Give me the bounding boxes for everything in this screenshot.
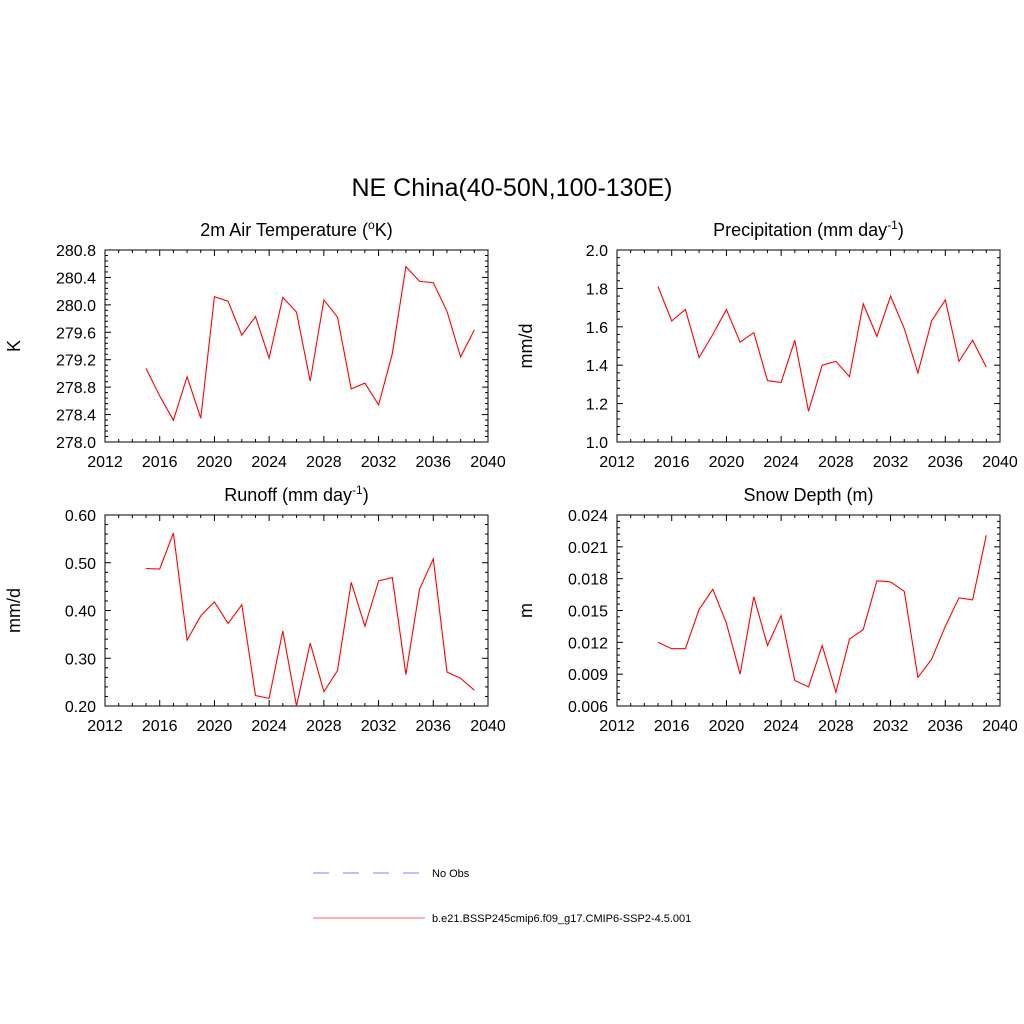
y-tick-label: 1.4	[586, 358, 608, 375]
plot-frame	[616, 249, 1001, 443]
x-tick-label: 2024	[251, 454, 287, 471]
plot-frame	[104, 249, 489, 443]
legend-label-no-obs: No Obs	[432, 868, 470, 880]
x-tick-label: 2032	[873, 718, 909, 735]
x-tick-label: 2020	[709, 454, 745, 471]
panel-title: Snow Depth (m)	[743, 485, 873, 505]
x-tick-label: 2012	[87, 454, 123, 471]
y-axis-label: K	[4, 340, 24, 352]
y-tick-label: 0.60	[65, 508, 96, 525]
x-tick-label: 2028	[818, 454, 854, 471]
y-tick-label: 0.50	[65, 556, 96, 573]
x-tick-label: 2012	[599, 718, 635, 735]
figure-title: NE China(40-50N,100-130E)	[351, 174, 672, 202]
panel-title: Precipitation (mm day-1)	[713, 218, 904, 240]
x-tick-label: 2032	[873, 454, 909, 471]
x-tick-label: 2024	[763, 718, 799, 735]
x-tick-label: 2020	[197, 454, 233, 471]
x-tick-label: 2016	[654, 454, 690, 471]
x-tick-label: 2040	[982, 718, 1018, 735]
plot-frame	[616, 514, 1001, 707]
y-tick-label: 0.012	[568, 635, 608, 652]
x-tick-label: 2032	[361, 718, 397, 735]
y-tick-label: 280.0	[56, 298, 96, 315]
legend-label-model: b.e21.BSSP245cmip6.f09_g17.CMIP6-SSP2-4.…	[432, 913, 691, 925]
panel-precip: 2012 2016 2020 2024 2028 2032 2036 2040 1.0 1.2 1.…	[516, 218, 1018, 471]
x-tick-label: 2012	[599, 454, 635, 471]
plot-frame	[104, 514, 489, 707]
series-line-temp	[145, 265, 475, 422]
y-tick-label: 280.4	[56, 270, 96, 287]
y-tick-label: 0.20	[65, 699, 96, 716]
panel-snow: 2012 2016 2020 2024 2028 2032 2036 2040 0.006 0.0…	[516, 485, 1018, 735]
x-tick-label: 2012	[87, 718, 123, 735]
y-tick-label: 0.021	[568, 540, 608, 557]
x-tick-label: 2024	[763, 454, 799, 471]
x-tick-label: 2028	[818, 718, 854, 735]
series-line-runoff	[145, 532, 475, 707]
x-tick-label: 2036	[415, 454, 451, 471]
series-line-precip	[657, 286, 987, 412]
x-tick-label: 2028	[306, 718, 342, 735]
x-tick-label: 2040	[470, 718, 506, 735]
x-tick-label: 2020	[709, 718, 745, 735]
chart-panels: 2012 2016 2020 2024 2028 2032 2036 2040 278.0 278…	[4, 218, 1018, 735]
y-tick-label: 279.6	[56, 325, 96, 342]
panel-runoff: 2012 2016 2020 2024 2028 2032 2036 2040 0.20 0.30…	[4, 483, 506, 735]
x-tick-label: 2040	[470, 454, 506, 471]
x-tick-label: 2036	[927, 454, 963, 471]
legend: No Obs b.e21.BSSP245cmip6.f09_g17.CMIP6-…	[313, 868, 691, 925]
y-tick-label: 0.40	[65, 604, 96, 621]
x-tick-label: 2016	[654, 718, 690, 735]
y-tick-label: 0.006	[568, 699, 608, 716]
y-tick-label: 0.018	[568, 572, 608, 589]
y-tick-label: 279.2	[56, 353, 96, 370]
panel-temp: 2012 2016 2020 2024 2028 2032 2036 2040 278.0 278…	[4, 218, 506, 471]
y-tick-label: 278.4	[56, 408, 96, 425]
x-tick-label: 2036	[415, 718, 451, 735]
y-tick-label: 1.8	[586, 281, 608, 298]
y-tick-label: 0.024	[568, 508, 608, 525]
x-tick-label: 2040	[982, 454, 1018, 471]
x-tick-label: 2016	[142, 718, 178, 735]
panel-title: Runoff (mm day-1)	[224, 483, 368, 505]
y-tick-label: 278.8	[56, 380, 96, 397]
y-tick-label: 0.009	[568, 667, 608, 684]
y-tick-label: 2.0	[586, 243, 608, 260]
y-tick-label: 1.6	[586, 320, 608, 337]
y-tick-label: 0.015	[568, 604, 608, 621]
x-tick-label: 2028	[306, 454, 342, 471]
y-tick-label: 1.2	[586, 397, 608, 414]
y-tick-label: 278.0	[56, 435, 96, 452]
x-tick-label: 2032	[361, 454, 397, 471]
x-tick-label: 2016	[142, 454, 178, 471]
x-tick-label: 2024	[251, 718, 287, 735]
y-axis-label: mm/d	[516, 324, 536, 369]
panel-title: 2m Air Temperature (oK)	[200, 218, 392, 240]
y-axis-label: m	[516, 603, 536, 618]
y-tick-label: 0.30	[65, 651, 96, 668]
y-tick-label: 280.8	[56, 243, 96, 260]
x-tick-label: 2036	[927, 718, 963, 735]
y-tick-label: 1.0	[586, 435, 608, 452]
series-line-snow	[657, 535, 987, 695]
x-tick-label: 2020	[197, 718, 233, 735]
y-axis-label: mm/d	[4, 588, 24, 633]
